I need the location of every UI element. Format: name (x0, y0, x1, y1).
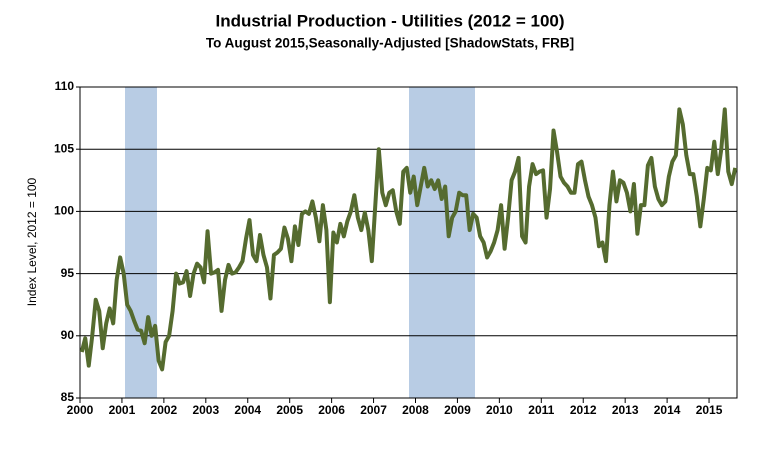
x-tick-label: 2004 (234, 403, 261, 417)
y-tick-label: 105 (54, 141, 74, 155)
x-tick-label: 2001 (109, 403, 136, 417)
x-tick-label: 2000 (67, 403, 94, 417)
x-tick-label: 2005 (276, 403, 303, 417)
recession-band (125, 87, 157, 398)
chart-subtitle: To August 2015,Seasonally-Adjusted [Shad… (206, 36, 574, 51)
plot-area (125, 87, 475, 398)
x-tick-label: 2002 (151, 403, 178, 417)
y-tick-label: 85 (61, 390, 75, 404)
x-tick-label: 2015 (696, 403, 723, 417)
x-tick-label: 2010 (486, 403, 513, 417)
y-tick-label: 100 (54, 204, 74, 218)
x-tick-label: 2006 (318, 403, 345, 417)
x-tick-label: 2003 (192, 403, 219, 417)
recession-band (409, 87, 475, 398)
x-tick-label: 2012 (570, 403, 597, 417)
chart-title: Industrial Production - Utilities (2012 … (215, 11, 564, 30)
y-tick-label: 110 (55, 79, 75, 93)
data-line (79, 107, 738, 372)
plot-border (79, 86, 738, 399)
x-tick-label: 2014 (654, 403, 681, 417)
x-tick-label: 2007 (360, 403, 387, 417)
y-axis-label: Index Level, 2012 = 100 (25, 177, 39, 306)
y-tick-label: 95 (61, 266, 75, 280)
x-tick-label: 2011 (528, 403, 554, 417)
x-tick-label: 2009 (444, 403, 471, 417)
x-tick-label: 2008 (402, 403, 429, 417)
x-tick-label: 2013 (612, 403, 639, 417)
y-tick-label: 90 (61, 328, 75, 342)
